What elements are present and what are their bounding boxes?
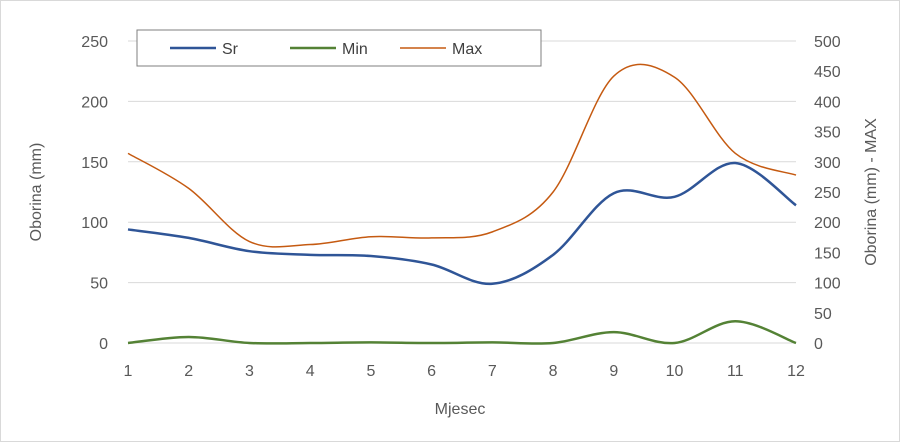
y2-tick-label: 100 (814, 276, 841, 293)
y2-tick-label: 450 (814, 64, 841, 81)
x-axis-ticks: 1 2 3 4 5 6 7 8 9 10 11 12 (124, 363, 805, 380)
x-tick-label: 2 (184, 363, 193, 380)
x-tick-label: 11 (727, 363, 744, 380)
y-tick-label: 200 (81, 94, 108, 111)
y-tick-label: 150 (81, 155, 108, 172)
x-tick-label: 9 (609, 363, 618, 380)
x-tick-label: 4 (306, 363, 315, 380)
x-tick-label: 8 (549, 363, 558, 380)
y-tick-label: 50 (90, 276, 108, 293)
series-lines (127, 63, 797, 345)
x-tick-label: 7 (488, 363, 497, 380)
y2-axis-title: Oborina (mm) - MAX (863, 118, 880, 266)
y-tick-label: 0 (99, 336, 108, 353)
x-tick-label: 1 (124, 363, 133, 380)
y-tick-label: 100 (81, 215, 108, 232)
y2-tick-label: 200 (814, 215, 841, 232)
legend-label-min: Min (342, 41, 368, 58)
y2-tick-label: 0 (814, 336, 823, 353)
y2-tick-label: 50 (814, 306, 832, 323)
y2-tick-label: 300 (814, 155, 841, 172)
legend-box (136, 29, 542, 67)
x-tick-label: 10 (666, 363, 684, 380)
x-axis-title: Mjesec (435, 401, 486, 418)
x-tick-label: 5 (366, 363, 375, 380)
legend: Sr Min Max (136, 29, 542, 67)
x-tick-label: 3 (245, 363, 254, 380)
series-line-min (127, 320, 797, 345)
series-line-max (127, 63, 797, 248)
y2-tick-label: 400 (814, 94, 841, 111)
y2-tick-label: 250 (814, 185, 841, 202)
legend-label-sr: Sr (222, 41, 239, 58)
grid-lines (128, 40, 796, 344)
y-axis-title: Oborina (mm) (28, 143, 45, 242)
left-axis-ticks: 0 50 100 150 200 250 (81, 34, 108, 353)
y2-tick-label: 500 (814, 34, 841, 51)
right-axis-ticks: 0 50 100 150 200 250 300 350 400 450 500 (814, 34, 841, 353)
series-line-sr (127, 161, 797, 286)
y-tick-label: 250 (81, 34, 108, 51)
y2-tick-label: 150 (814, 245, 841, 262)
legend-label-max: Max (452, 41, 482, 58)
x-tick-label: 6 (427, 363, 436, 380)
x-tick-label: 12 (787, 363, 805, 380)
y2-tick-label: 350 (814, 125, 841, 142)
